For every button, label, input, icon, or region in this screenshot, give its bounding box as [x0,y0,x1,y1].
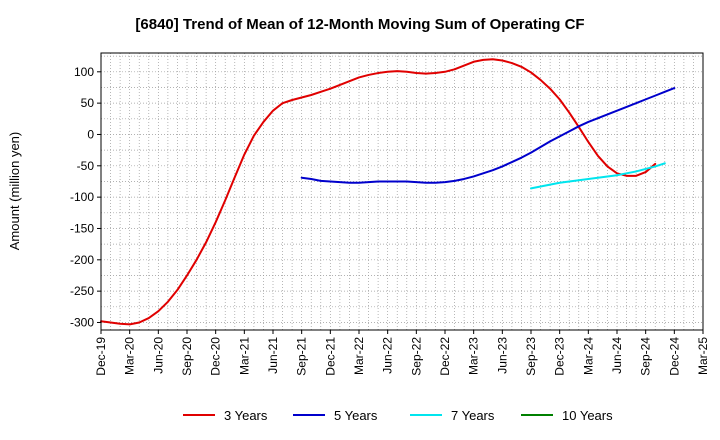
x-tick-label: Dec-21 [323,337,337,376]
legend-label-10-years: 10 Years [562,408,613,423]
y-tick-label: -200 [70,253,94,267]
x-tick-label: Sep-24 [639,337,653,376]
series-layer [100,58,676,326]
x-tick-label: Jun-20 [151,337,165,374]
x-tick-label: Mar-24 [581,337,595,375]
x-tick-label: Sep-23 [524,337,538,376]
legend-label-3-years: 3 Years [224,408,268,423]
x-tick-label: Mar-25 [696,337,710,375]
grid [101,53,703,330]
x-tick-label: Sep-20 [180,337,194,376]
plot-area [101,53,703,330]
x-tick-label: Sep-22 [409,337,423,376]
x-axis: Dec-19 Mar-20 Jun-20 Sep-20 Dec-20 Mar-21 Jun-… [94,330,710,376]
y-tick-label: -300 [70,315,94,329]
legend: 3 Years 5 Years 7 Years 10 Years [183,408,613,423]
chart-title: [6840] Trend of Mean of 12-Month Moving … [135,16,584,33]
x-tick-label: Dec-20 [209,337,223,376]
y-tick-label: -150 [70,221,94,235]
y-axis: 100 50 0 -50 -100 -150 -200 -250 -300 [70,65,101,329]
series-line-5-years [300,87,676,184]
x-tick-label: Dec-24 [667,337,681,376]
y-tick-label: -250 [70,284,94,298]
y-axis-label: Amount (million yen) [7,132,22,251]
y-tick-label: 100 [74,65,94,79]
x-tick-label: Mar-21 [237,337,251,375]
x-tick-label: Jun-22 [381,337,395,374]
series-line-7-years [530,162,666,190]
y-tick-label: 50 [81,96,95,110]
y-tick-label: 0 [87,127,94,141]
x-tick-label: Mar-23 [467,337,481,375]
x-tick-label: Sep-21 [295,337,309,376]
x-tick-label: Dec-19 [94,337,108,376]
x-tick-label: Jun-24 [610,337,624,374]
y-tick-label: -50 [77,159,95,173]
x-tick-label: Dec-22 [438,337,452,376]
x-tick-label: Jun-21 [266,337,280,374]
legend-label-7-years: 7 Years [451,408,495,423]
x-tick-label: Jun-23 [495,337,509,374]
x-tick-label: Mar-22 [352,337,366,375]
series-line-3-years [100,58,657,326]
x-tick-label: Mar-20 [123,337,137,375]
plot-border [100,52,704,331]
legend-label-5-years: 5 Years [334,408,378,423]
y-tick-label: -100 [70,190,94,204]
x-tick-label: Dec-23 [553,337,567,376]
